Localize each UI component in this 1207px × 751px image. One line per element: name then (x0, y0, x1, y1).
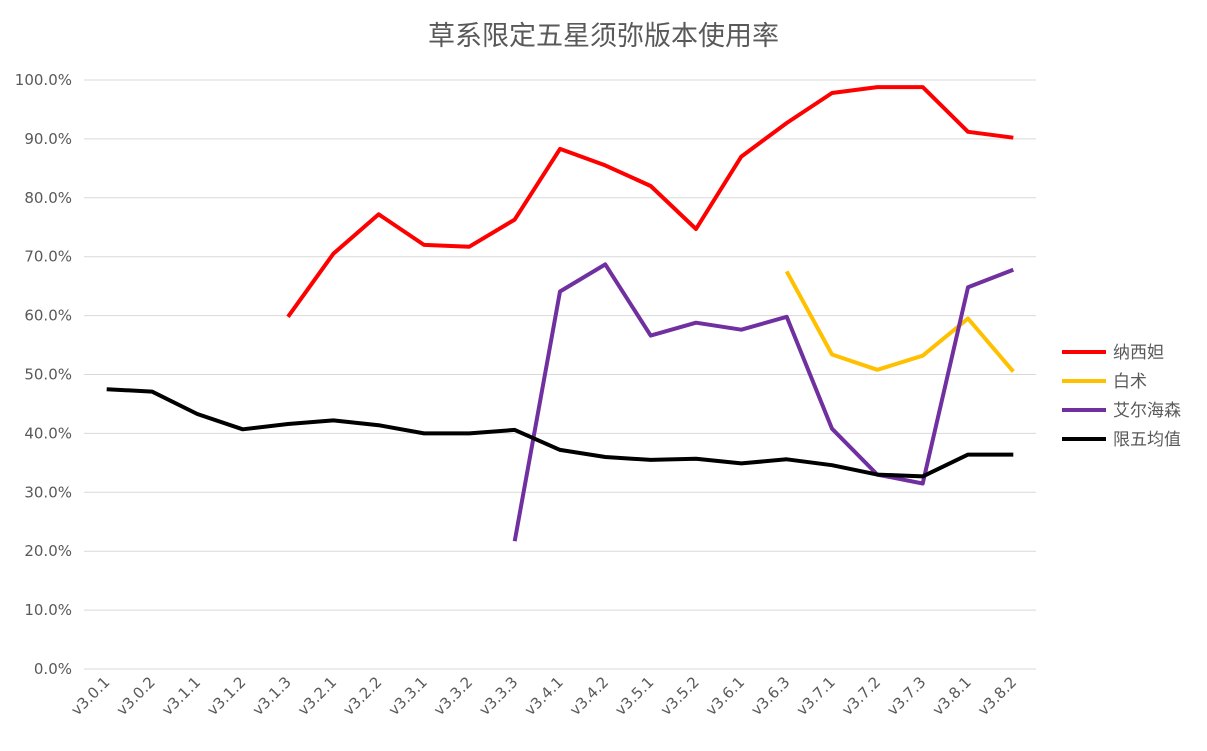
legend-label: 限五均值 (1113, 430, 1181, 450)
gridlines (84, 79, 1036, 670)
y-axis-ticks: 0.0% 10.0% 20.0% 30.0% 40.0% 50.0% 60.0% 70.0% 8… (15, 71, 72, 678)
x-axis-ticks: v3.0.1 v3.0.2 v3.1.1 v3.1.2 v3.1.3 v3.2.1 v3.2… (68, 673, 1021, 719)
y-tick-label: 10.0% (24, 601, 72, 619)
x-tick-label: v3.2.1 (294, 673, 340, 719)
x-tick-label: v3.0.1 (68, 673, 114, 719)
y-tick-label: 60.0% (24, 307, 72, 325)
x-tick-label: v3.0.2 (113, 673, 159, 719)
series-lines (106, 85, 1015, 542)
x-tick-label: v3.1.3 (249, 673, 295, 719)
y-tick-label: 50.0% (24, 366, 72, 384)
x-tick-label: v3.3.3 (476, 673, 522, 719)
y-tick-label: 70.0% (24, 248, 72, 266)
legend-label: 白术 (1113, 372, 1147, 392)
y-tick-label: 100.0% (15, 71, 72, 89)
x-tick-label: v3.4.1 (521, 673, 567, 719)
series-line (784, 270, 1015, 373)
chart-title: 草系限定五星须弥版本使用率 (428, 21, 779, 52)
y-tick-label: 0.0% (34, 660, 72, 678)
x-tick-label: v3.5.2 (657, 673, 703, 719)
series-line (286, 85, 1014, 318)
y-tick-label: 20.0% (24, 542, 72, 560)
x-tick-label: v3.7.1 (793, 673, 839, 719)
x-tick-label: v3.6.1 (702, 673, 748, 719)
x-tick-label: v3.8.1 (929, 673, 975, 719)
x-tick-label: v3.5.1 (612, 673, 658, 719)
legend-label: 艾尔海森 (1113, 401, 1181, 421)
legend-label: 纳西妲 (1113, 343, 1164, 363)
series-line (106, 387, 1014, 479)
x-tick-label: v3.8.2 (974, 673, 1020, 719)
x-tick-label: v3.4.2 (566, 673, 612, 719)
x-tick-label: v3.2.2 (340, 673, 386, 719)
x-tick-label: v3.3.2 (430, 673, 476, 719)
x-tick-label: v3.1.1 (158, 673, 204, 719)
y-tick-label: 80.0% (24, 189, 72, 207)
x-tick-label: v3.1.2 (204, 673, 250, 719)
y-tick-label: 40.0% (24, 424, 72, 442)
y-tick-label: 90.0% (24, 130, 72, 148)
x-tick-label: v3.3.1 (385, 673, 431, 719)
x-tick-label: v3.6.3 (748, 673, 794, 719)
x-tick-label: v3.7.2 (838, 673, 884, 719)
y-tick-label: 30.0% (24, 483, 72, 501)
x-tick-label: v3.7.3 (884, 673, 930, 719)
series-line (512, 262, 1015, 542)
